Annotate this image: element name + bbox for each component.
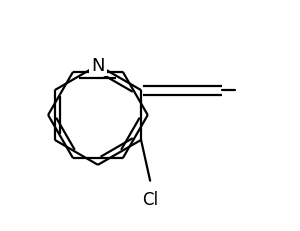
Text: Cl: Cl (142, 190, 158, 208)
Text: N: N (91, 57, 105, 75)
